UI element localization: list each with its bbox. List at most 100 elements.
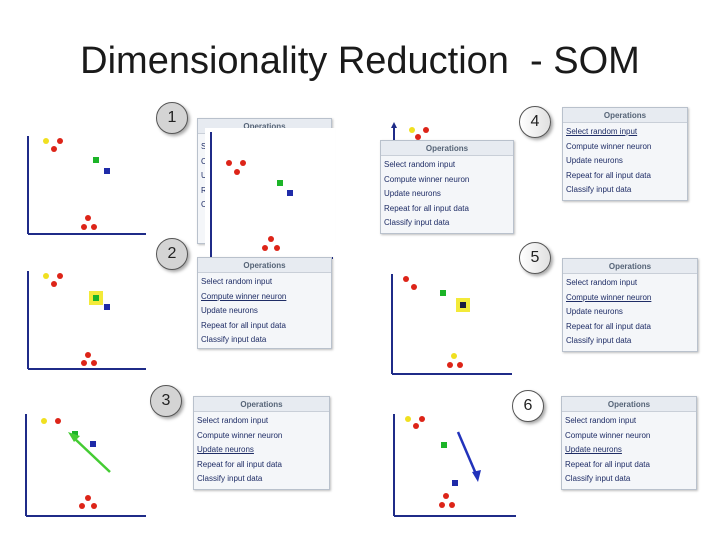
input-point-red — [226, 160, 232, 166]
operations-panel-step-4: Operations Select random input Compute w… — [562, 107, 688, 201]
operation-compute-winner-neuron[interactable]: Compute winner neuron — [384, 174, 470, 184]
operations-panel-title: Operations — [381, 141, 513, 156]
input-point-yellow — [41, 418, 47, 424]
scatter-plot-step-1-overlay — [205, 128, 335, 262]
operation-select-random-input[interactable]: Select random input — [197, 416, 269, 425]
input-point-red — [262, 245, 268, 251]
operation-update-neurons[interactable]: Update neurons — [384, 189, 441, 199]
operation-classify-input-data[interactable]: Classify input data — [566, 185, 632, 195]
update-arrow-green — [73, 437, 111, 473]
neuron-green — [441, 442, 447, 448]
operation-repeat-for-all-input-data[interactable]: Repeat for all input data — [197, 459, 282, 469]
operation-repeat-for-all-input-data[interactable]: R — [201, 185, 207, 195]
input-point-red — [51, 146, 57, 152]
neuron-green — [72, 431, 78, 437]
input-point-red — [447, 362, 453, 368]
input-point-red — [81, 360, 87, 366]
operations-panel-title: Operations — [563, 259, 697, 274]
operations-panel-title: Operations — [562, 397, 696, 412]
operation-classify-input-data[interactable]: Classify input data — [201, 335, 267, 345]
input-point-red — [85, 352, 91, 358]
input-point-red — [423, 127, 429, 133]
operations-panel-step-5: Operations Select random input Compute w… — [562, 258, 698, 352]
operations-panel-title: Operations — [194, 397, 329, 412]
input-point-red — [81, 224, 87, 230]
update-arrow-blue-head — [472, 470, 481, 482]
operation-compute-winner-neuron[interactable]: Compute winner neuron — [566, 141, 652, 151]
operation-select-random-input[interactable]: S — [201, 142, 207, 151]
operation-compute-winner-neuron[interactable]: Compute winner neuron — [566, 292, 652, 302]
operation-repeat-for-all-input-data[interactable]: Repeat for all input data — [201, 320, 286, 330]
input-point-yellow — [405, 416, 411, 422]
operation-repeat-for-all-input-data[interactable]: Repeat for all input data — [565, 459, 650, 469]
operation-compute-winner-neuron[interactable]: C — [201, 156, 207, 166]
neuron-blue — [452, 480, 458, 486]
neuron-blue — [104, 304, 110, 310]
input-point-red — [51, 281, 57, 287]
operation-compute-winner-neuron[interactable]: Compute winner neuron — [565, 430, 651, 440]
operation-select-random-input[interactable]: Select random input — [566, 278, 638, 287]
input-point-red — [57, 138, 63, 144]
operation-update-neurons[interactable]: Update neurons — [566, 307, 623, 317]
scatter-plot-step-4 — [391, 122, 429, 150]
step-badge-4: 4 — [519, 106, 551, 138]
neuron-blue — [460, 302, 466, 308]
input-point-red — [403, 276, 409, 282]
input-point-red — [85, 495, 91, 501]
operation-select-random-input[interactable]: Select random input — [384, 160, 456, 169]
operation-classify-input-data[interactable]: C — [201, 200, 207, 210]
scatter-plot-step-6 — [393, 414, 516, 517]
step-badge-5: 5 — [519, 242, 551, 274]
operation-select-random-input[interactable]: Select random input — [566, 127, 638, 136]
input-point-red — [443, 493, 449, 499]
input-point-red — [449, 502, 455, 508]
operations-panel-step-3: Operations Select random input Compute w… — [193, 396, 330, 490]
operation-classify-input-data[interactable]: Classify input data — [384, 218, 450, 228]
input-point-yellow — [409, 127, 415, 133]
operation-update-neurons[interactable]: Update neurons — [201, 306, 258, 316]
neuron-green — [93, 157, 99, 163]
operation-update-neurons[interactable]: Update neurons — [565, 445, 622, 455]
operation-update-neurons[interactable]: Update neurons — [197, 445, 254, 455]
operation-update-neurons[interactable]: Update neurons — [566, 156, 623, 166]
neuron-blue — [90, 441, 96, 447]
operation-repeat-for-all-input-data[interactable]: Repeat for all input data — [384, 203, 469, 213]
input-point-red — [91, 224, 97, 230]
operation-compute-winner-neuron[interactable]: Compute winner neuron — [201, 291, 287, 301]
operation-update-neurons[interactable]: U — [201, 171, 207, 181]
operations-panel-step-2: Operations Select random input Compute w… — [197, 257, 332, 349]
step-badge-6: 6 — [512, 390, 544, 422]
operation-classify-input-data[interactable]: Classify input data — [565, 474, 631, 484]
operation-classify-input-data[interactable]: Classify input data — [197, 474, 263, 484]
input-point-red — [234, 169, 240, 175]
step-badge-3: 3 — [150, 385, 182, 417]
scatter-plot-step-5 — [391, 274, 512, 375]
input-point-red — [55, 418, 61, 424]
operation-select-random-input[interactable]: Select random input — [565, 416, 637, 425]
operation-repeat-for-all-input-data[interactable]: Repeat for all input data — [566, 170, 651, 180]
input-point-red — [268, 236, 274, 242]
operation-compute-winner-neuron[interactable]: Compute winner neuron — [197, 430, 283, 440]
operation-repeat-for-all-input-data[interactable]: Repeat for all input data — [566, 321, 651, 331]
y-axis-arrowhead — [391, 122, 397, 128]
input-point-red — [274, 245, 280, 251]
input-point-red — [79, 503, 85, 509]
neuron-green — [277, 180, 283, 186]
update-arrow-blue — [456, 431, 478, 475]
neuron-blue — [287, 190, 293, 196]
input-point-red — [413, 423, 419, 429]
input-point-yellow — [451, 353, 457, 359]
input-point-yellow — [43, 138, 49, 144]
input-point-red — [91, 360, 97, 366]
input-point-red — [85, 215, 91, 221]
neuron-blue — [104, 168, 110, 174]
step-badge-1: 1 — [156, 102, 188, 134]
input-point-red — [419, 416, 425, 422]
input-point-red — [411, 284, 417, 290]
input-point-red — [439, 502, 445, 508]
neuron-green — [93, 295, 99, 301]
operation-select-random-input[interactable]: Select random input — [201, 277, 273, 286]
input-point-red — [415, 134, 421, 140]
neuron-green — [440, 290, 446, 296]
operation-classify-input-data[interactable]: Classify input data — [566, 336, 632, 346]
